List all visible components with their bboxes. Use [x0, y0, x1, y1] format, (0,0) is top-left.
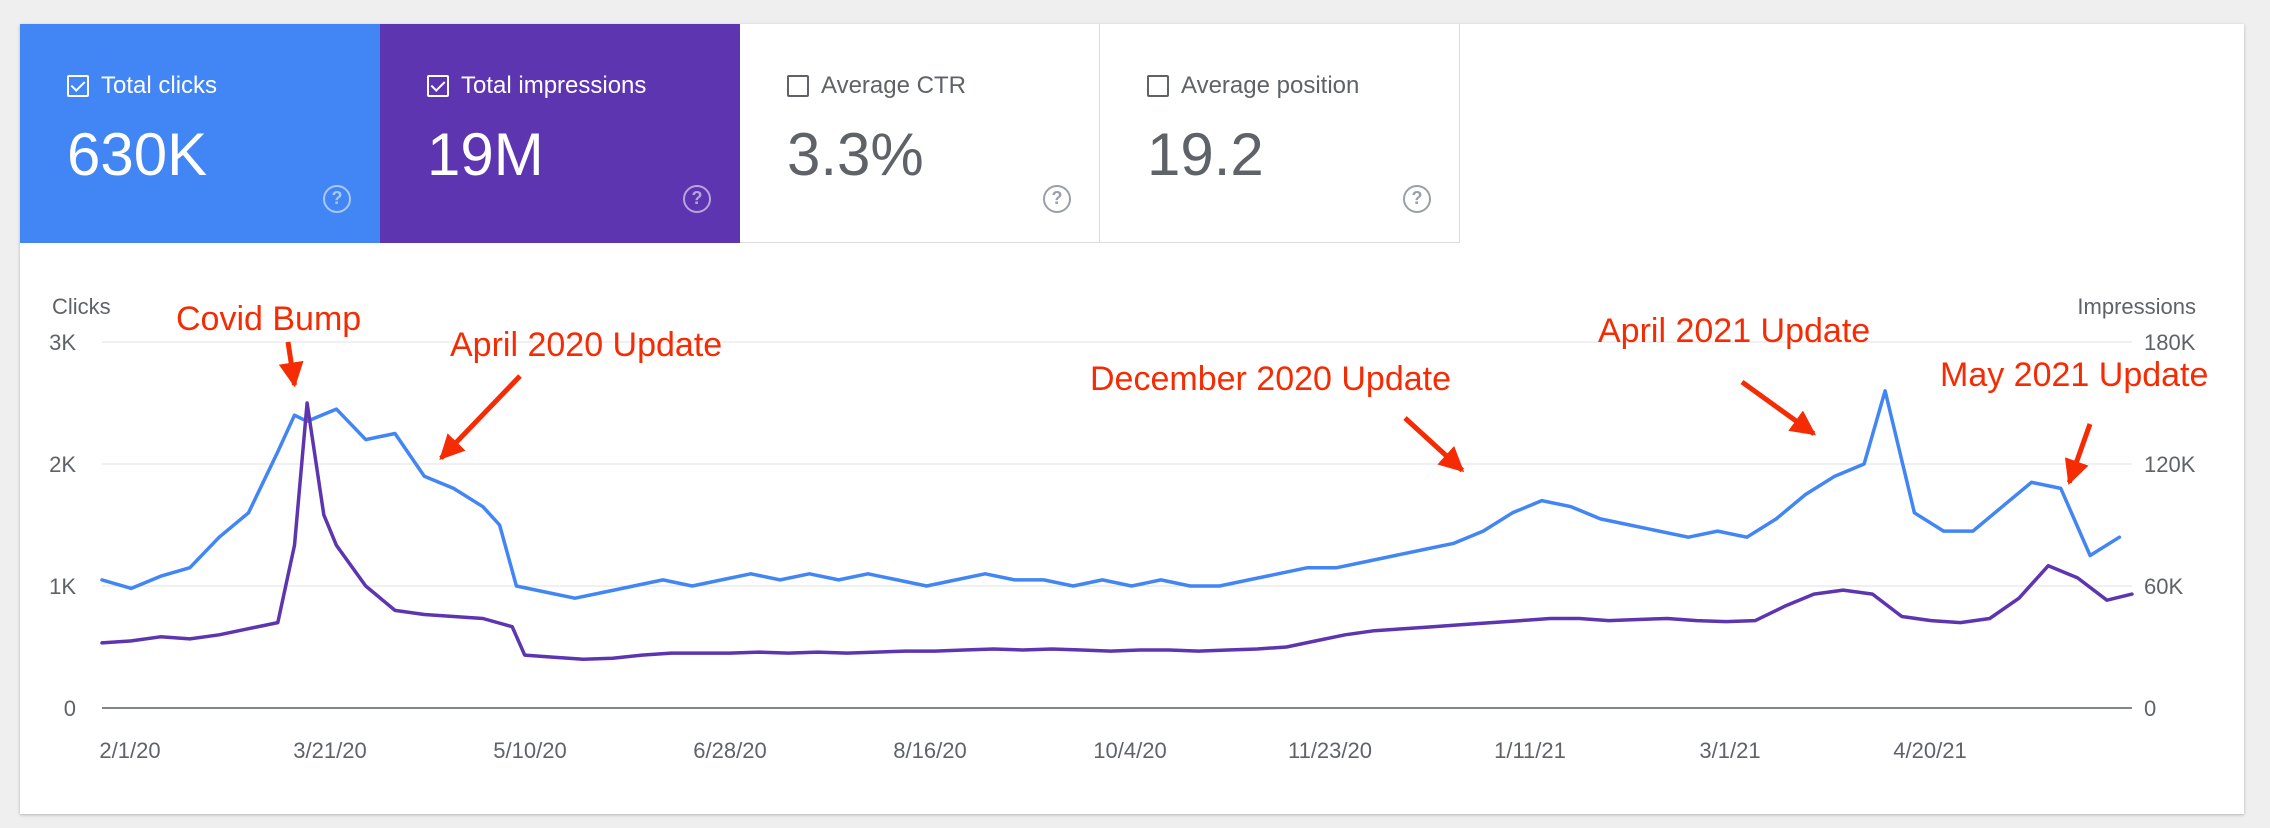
- metric-label: Total clicks: [101, 72, 218, 99]
- x-tick-label: 2/1/20: [99, 738, 160, 763]
- annotation-arrow: [1403, 416, 1465, 473]
- x-tick-label: 4/20/21: [1893, 738, 1966, 763]
- series-line-total-clicks: [100, 389, 2122, 600]
- annotation-arrow: [1740, 379, 1816, 436]
- y-right-tick-label: 60K: [2144, 574, 2183, 599]
- series-line-total-impressions: [100, 401, 2134, 661]
- checkbox-unchecked-icon[interactable]: [1147, 75, 1169, 97]
- x-tick-label: 1/11/21: [1494, 738, 1566, 763]
- performance-card: Total clicks 630K ? Total impressions 19…: [20, 24, 2244, 814]
- x-tick-label: 6/28/20: [693, 738, 766, 763]
- checkbox-unchecked-icon[interactable]: [787, 75, 809, 97]
- y-right-axis-title: Impressions: [2077, 294, 2196, 319]
- checkbox-checked-icon[interactable]: [67, 75, 89, 97]
- y-left-tick-label: 1K: [49, 574, 76, 599]
- annotation-arrow: [439, 374, 522, 461]
- annotation-label: May 2021 Update: [1940, 356, 2208, 394]
- x-tick-label: 3/1/21: [1699, 738, 1760, 763]
- metric-value: 3.3%: [787, 121, 924, 188]
- annotation-label: April 2021 Update: [1598, 312, 1870, 350]
- y-right-tick-label: 180K: [2144, 330, 2196, 355]
- annotation-arrow: [2064, 423, 2093, 485]
- metric-label: Total impressions: [461, 72, 647, 99]
- metric-label: Average position: [1181, 72, 1360, 99]
- x-tick-label: 10/4/20: [1093, 738, 1166, 763]
- x-tick-label: 11/23/20: [1288, 738, 1372, 763]
- help-icon[interactable]: ?: [1403, 185, 1431, 213]
- checkbox-checked-icon[interactable]: [427, 75, 449, 97]
- x-tick-label: 3/21/20: [293, 738, 366, 763]
- metric-value: 19.2: [1147, 121, 1264, 188]
- metric-card-total-impressions[interactable]: Total impressions 19M ?: [380, 24, 740, 243]
- x-tick-label: 8/16/20: [893, 738, 966, 763]
- metric-value: 19M: [427, 121, 544, 188]
- help-icon[interactable]: ?: [683, 185, 711, 213]
- metric-card-average-ctr[interactable]: Average CTR 3.3% ?: [740, 24, 1100, 243]
- y-left-tick-label: 0: [64, 696, 76, 721]
- metric-card-total-clicks[interactable]: Total clicks 630K ?: [20, 24, 380, 243]
- y-left-tick-label: 3K: [49, 330, 76, 355]
- annotation-label: Covid Bump: [176, 300, 361, 338]
- metric-label: Average CTR: [821, 72, 966, 99]
- y-left-axis-title: Clicks: [52, 294, 111, 319]
- metric-value: 630K: [67, 121, 208, 188]
- help-icon[interactable]: ?: [1043, 185, 1071, 213]
- metric-cards: Total clicks 630K ? Total impressions 19…: [20, 24, 1460, 243]
- help-icon[interactable]: ?: [323, 185, 351, 213]
- y-right-tick-label: 120K: [2144, 452, 2196, 477]
- y-left-tick-label: 2K: [49, 452, 76, 477]
- annotation-arrow: [278, 341, 304, 388]
- annotation-label: April 2020 Update: [450, 326, 722, 364]
- y-right-tick-label: 0: [2144, 696, 2156, 721]
- annotation-label: December 2020 Update: [1090, 360, 1451, 398]
- x-tick-label: 5/10/20: [493, 738, 566, 763]
- performance-chart: Covid Bump April 2020 Update December 2020…: [49, 294, 2208, 763]
- metric-card-average-position[interactable]: Average position 19.2 ?: [1100, 24, 1460, 243]
